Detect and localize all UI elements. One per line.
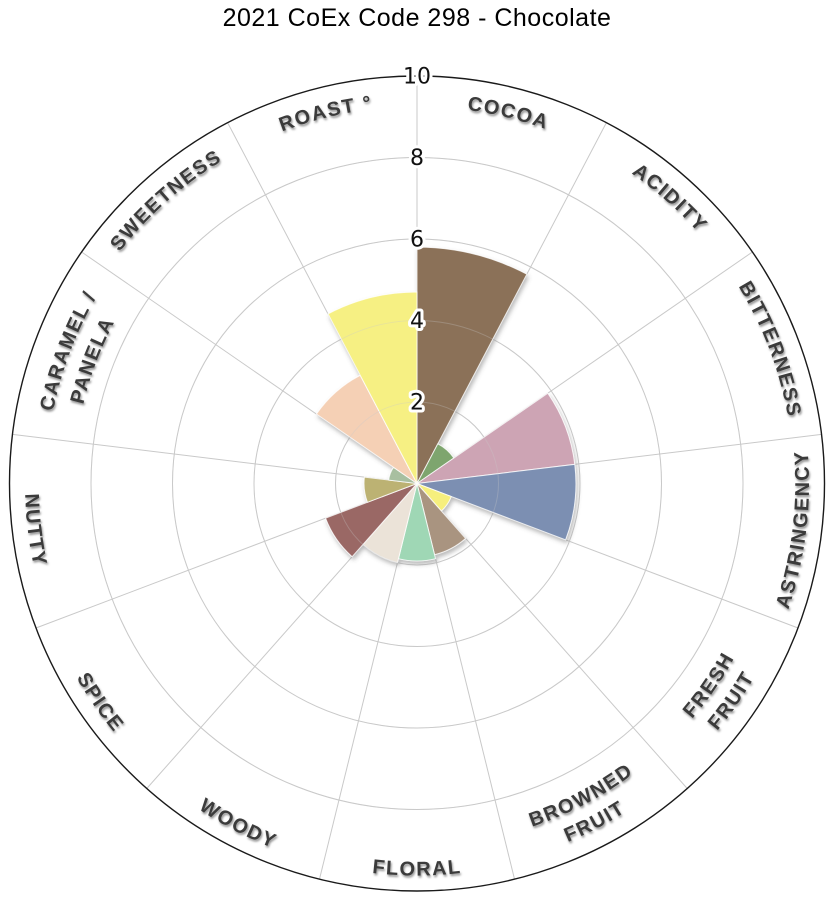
category-label-woody: WOODY bbox=[195, 795, 280, 854]
wedges bbox=[315, 246, 577, 564]
radial-tick-8: 8 bbox=[410, 146, 424, 171]
radial-tick-2: 2 bbox=[410, 391, 424, 416]
wedge-astringency bbox=[416, 463, 577, 541]
wedge-spice bbox=[324, 483, 418, 558]
category-label-cocoa: COCOA bbox=[466, 93, 552, 134]
wedge-cocoa bbox=[416, 246, 528, 484]
page-title: 2021 CoEx Code 298 - Chocolate bbox=[222, 4, 612, 32]
spoke-line bbox=[12, 433, 418, 484]
radial-tick-10: 10 bbox=[403, 65, 431, 90]
category-label-roast: ROAST ° bbox=[276, 92, 374, 136]
wedge-roast bbox=[327, 291, 418, 484]
grid-ring-overlay bbox=[90, 157, 744, 810]
category-label-spice: SPICE bbox=[72, 669, 128, 736]
radial-tick-labels: 2 4 6 8 10 bbox=[400, 62, 434, 419]
wedge-nutty bbox=[363, 476, 418, 503]
category-label-astringency: ASTRINGENCY bbox=[772, 449, 814, 611]
grid-ring-overlay bbox=[253, 320, 581, 647]
category-label-bitterness: BITTERNESS bbox=[734, 278, 805, 419]
category-label-floral: FLORAL bbox=[372, 856, 463, 881]
radial-tick-6: 6 bbox=[410, 228, 424, 253]
outer-circle bbox=[8, 75, 826, 892]
radial-tick-4: 4 bbox=[410, 309, 424, 334]
category-label-acidity: ACIDITY bbox=[628, 160, 711, 237]
category-label-nutty: NUTTY bbox=[20, 493, 51, 568]
grid-ring-overlay bbox=[172, 238, 662, 729]
radial-grid-overlay bbox=[90, 157, 744, 810]
grid-ring-overlay bbox=[335, 401, 499, 566]
